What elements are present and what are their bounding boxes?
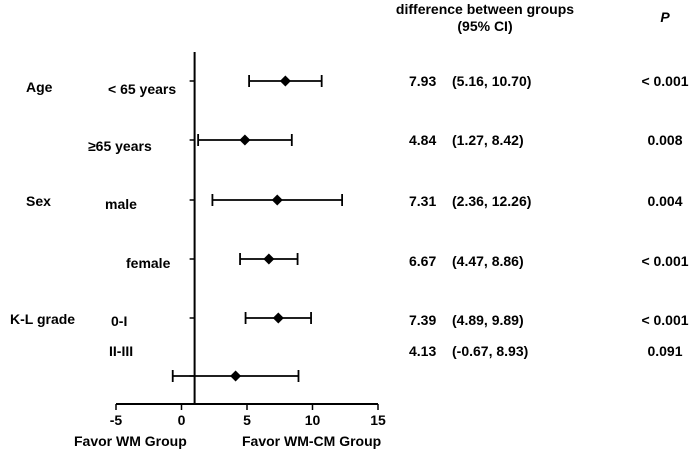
ci-value: (4.47, 8.86) bbox=[452, 253, 524, 269]
subgroup-label: II-III bbox=[109, 343, 134, 359]
estimate-diamond bbox=[239, 134, 251, 146]
ci-value: (-0.67, 8.93) bbox=[452, 343, 529, 359]
estimate-diamond bbox=[279, 75, 291, 87]
p-value: < 0.001 bbox=[641, 253, 689, 269]
subgroup-label: male bbox=[105, 196, 137, 212]
x-tick-label: -5 bbox=[110, 412, 123, 428]
subgroup-label: 0-I bbox=[111, 313, 128, 329]
x-axis: -5 0 5 10 15 Favor WM Group Favor WM-CM Group bbox=[74, 52, 386, 449]
group-label-kl-grade: K-L grade bbox=[10, 311, 76, 327]
ci-value: (5.16, 10.70) bbox=[452, 73, 532, 89]
estimate-value: 4.84 bbox=[409, 132, 437, 148]
favor-right-label: Favor WM-CM Group bbox=[242, 433, 381, 449]
difference-header-line2: (95% CI) bbox=[457, 18, 513, 34]
p-value: < 0.001 bbox=[641, 312, 689, 328]
x-tick-label: 0 bbox=[178, 412, 186, 428]
favor-left-label: Favor WM Group bbox=[74, 433, 187, 449]
p-value: 0.004 bbox=[647, 193, 683, 209]
subgroup-label: ≥65 years bbox=[88, 138, 152, 154]
estimate-value: 4.13 bbox=[409, 343, 437, 359]
ci-value: (2.36, 12.26) bbox=[452, 193, 532, 209]
estimate-value: 7.93 bbox=[409, 73, 437, 89]
ci-value: (1.27, 8.42) bbox=[452, 132, 524, 148]
subgroup-label: female bbox=[126, 255, 171, 271]
p-value: 0.008 bbox=[647, 132, 683, 148]
p-header: P bbox=[660, 9, 670, 25]
estimate-value: 7.39 bbox=[409, 312, 437, 328]
estimate-diamond bbox=[263, 253, 275, 265]
x-tick-label: 15 bbox=[370, 412, 386, 428]
estimate-value: 6.67 bbox=[409, 253, 437, 269]
difference-header: difference between groups (95% CI) bbox=[370, 1, 600, 35]
p-value: < 0.001 bbox=[641, 73, 689, 89]
group-label-age: Age bbox=[26, 79, 53, 95]
difference-header-line1: difference between groups bbox=[395, 1, 575, 17]
subgroup-label: < 65 years bbox=[108, 81, 177, 97]
estimate-diamond bbox=[230, 370, 242, 382]
ci-value: (4.89, 9.89) bbox=[452, 312, 524, 328]
estimate-diamond bbox=[272, 312, 284, 324]
x-tick-label: 5 bbox=[243, 412, 251, 428]
estimate-diamond bbox=[271, 194, 283, 206]
estimate-value: 7.31 bbox=[409, 193, 437, 209]
plot-marks bbox=[171, 75, 344, 382]
group-label-sex: Sex bbox=[26, 193, 51, 209]
x-tick-label: 10 bbox=[305, 412, 321, 428]
p-value: 0.091 bbox=[647, 343, 683, 359]
